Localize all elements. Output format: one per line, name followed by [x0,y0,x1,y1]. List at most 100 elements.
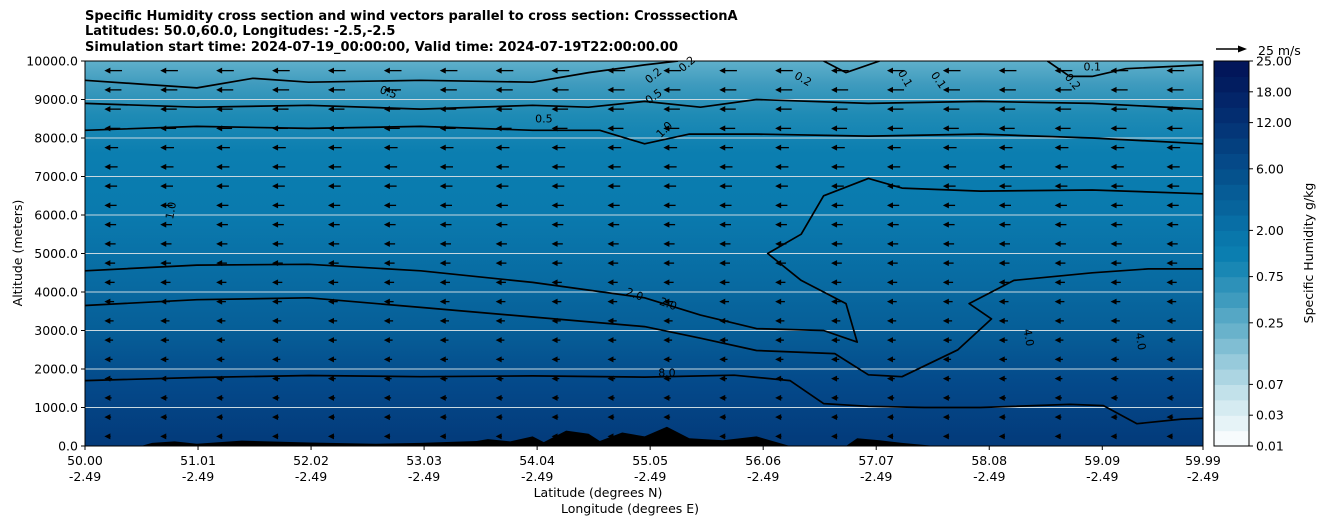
x-tick-label-lon: -2.49 [634,469,666,484]
wind-vector-head [719,337,726,344]
wind-vector-head [551,375,558,382]
wind-vector-head [775,394,782,401]
y-tick-label: 5000.0 [34,246,78,261]
wind-vector-head [495,337,502,344]
wind-vector-head [551,144,558,151]
wind-vector-head [831,125,838,132]
wind-vector-head [160,356,167,363]
wind-vector-head [886,414,893,421]
wind-vector-head [383,144,390,151]
wind-vector-head [1110,144,1117,151]
wind-vector-head [775,279,782,286]
wind-vector-head [1054,202,1061,209]
wind-vector-head [272,86,279,93]
wind-vector-head [719,202,726,209]
wind-vector-head [1110,356,1117,363]
wind-vector-head [663,240,670,247]
colorbar-band [1214,153,1249,170]
wind-vector-head [607,106,614,113]
wind-vector-head [551,356,558,363]
wind-vector-head [160,260,167,267]
wind-vector-head [327,298,334,305]
wind-vector-head [551,163,558,170]
wind-vector-head [1054,298,1061,305]
wind-vector-head [495,221,502,228]
colorbar-band [1214,307,1249,324]
colorbar-tick-label: 0.25 [1256,315,1284,330]
chart-title-line-2: Latitudes: 50.0,60.0, Longitudes: -2.5,-… [85,24,396,39]
wind-vector-head [160,317,167,324]
wind-vector-head [439,163,446,170]
wind-vector-head [551,298,558,305]
wind-vector-head [104,221,111,228]
wind-vector-head [607,260,614,267]
wind-vector-head [439,183,446,190]
wind-vector-head [775,240,782,247]
wind-vector-head [942,356,949,363]
wind-vector-head [272,337,279,344]
wind-vector-head [327,260,334,267]
x-tick-label-lat: 56.06 [745,453,781,468]
contour-0.5 [85,98,1203,110]
wind-vector-head [831,337,838,344]
wind-vector-head [1110,394,1117,401]
wind-vector-head [831,375,838,382]
wind-vector-head [104,67,111,74]
wind-vector-head [831,317,838,324]
wind-vector-head [327,221,334,228]
wind-vector-head [831,298,838,305]
wind-vector-head [104,337,111,344]
wind-vector-head [551,414,558,421]
wind-vector-head [775,221,782,228]
wind-vector-head [1110,202,1117,209]
wind-vector-head [327,433,334,440]
quiver-key-label: 25 m/s [1258,43,1301,58]
wind-vector-head [1054,433,1061,440]
wind-vector-head [831,260,838,267]
wind-vector-head [607,279,614,286]
wind-vector-head [663,202,670,209]
wind-vector-head [663,394,670,401]
colorbar-band [1214,215,1249,231]
wind-vector-head [327,144,334,151]
wind-vector-head [607,414,614,421]
wind-vector-head [1110,279,1117,286]
wind-vector-head [663,67,670,74]
wind-vector-head [1054,221,1061,228]
wind-vector-head [551,67,558,74]
wind-vector-head [327,106,334,113]
wind-vector-head [1166,414,1173,421]
wind-vector-head [495,394,502,401]
wind-vector-head [775,183,782,190]
wind-vector-head [327,202,334,209]
colorbar-band [1214,415,1249,432]
wind-vector-head [719,106,726,113]
colorbar-band [1214,184,1249,201]
colorbar-band [1214,261,1249,278]
wind-vector-head [1054,375,1061,382]
wind-vector-head [383,298,390,305]
wind-vector-head [383,414,390,421]
wind-vector-head [383,356,390,363]
wind-vector-head [775,106,782,113]
wind-vector-head [104,298,111,305]
wind-vector-head [495,125,502,132]
wind-vector-head [104,106,111,113]
wind-vector-head [886,144,893,151]
wind-vector-head [1110,106,1117,113]
wind-vector-head [831,67,838,74]
wind-vector-head [942,67,949,74]
wind-vector-head [160,414,167,421]
colorbar-frame [1213,60,1250,447]
wind-vector-head [551,202,558,209]
wind-vector-head [439,144,446,151]
wind-vector-head [160,163,167,170]
wind-vector-head [1166,260,1173,267]
colorbar-tick-label: 12.00 [1256,115,1292,130]
colorbar-band [1214,353,1249,370]
wind-vector-head [495,67,502,74]
wind-vector-head [998,356,1005,363]
wind-vector-head [104,375,111,382]
wind-vector-head [439,375,446,382]
wind-vector-head [998,260,1005,267]
